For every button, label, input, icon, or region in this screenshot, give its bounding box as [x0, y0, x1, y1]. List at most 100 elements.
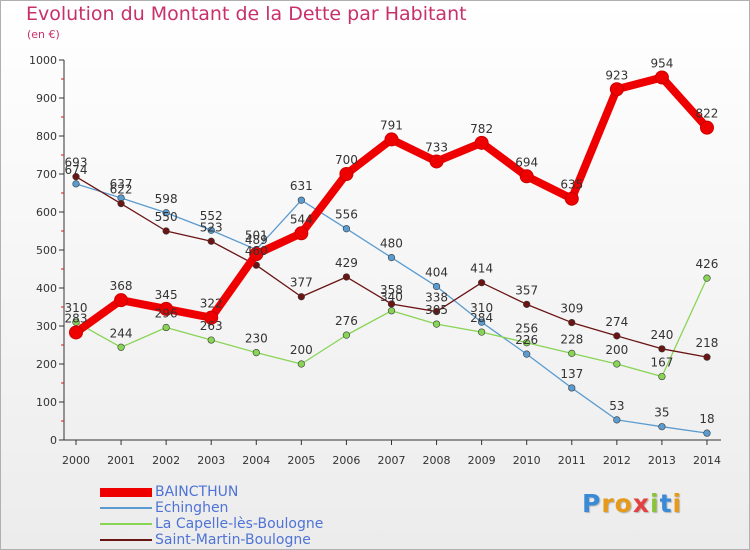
data-label-saint-martin-boulogne-2002: 550 [155, 210, 178, 224]
data-label-saint-martin-boulogne-2004: 460 [245, 244, 268, 258]
legend-item-baincthun: BAINCTHUN [100, 484, 323, 500]
chart-series [69, 70, 714, 437]
data-label-la-capelle-l-s-boulogne-2000: 310 [65, 301, 88, 315]
x-tick-label-2014: 2014 [693, 454, 721, 467]
logo-letter: x [632, 489, 650, 518]
data-label-baincthun-2006: 700 [335, 153, 358, 167]
legend-label-saint-martin-boulogne: Saint-Martin-Boulogne [155, 532, 311, 548]
legend-swatch-baincthun [100, 487, 152, 497]
data-label-echinghen-2001: 637 [110, 177, 133, 191]
data-label-saint-martin-boulogne-2009: 414 [470, 262, 493, 276]
logo-letter: i [650, 489, 660, 518]
data-label-echinghen-2002: 598 [155, 192, 178, 206]
data-label-baincthun-2012: 923 [605, 68, 628, 82]
chart-legend: BAINCTHUN Echinghen La Capelle-lès-Boulogn… [100, 484, 323, 548]
data-point-saint-martin-boulogne-2007 [387, 300, 396, 308]
legend-label-baincthun: BAINCTHUN [155, 484, 239, 500]
data-label-baincthun-2014: 822 [696, 107, 719, 121]
logo-letter: r [601, 489, 615, 518]
data-point-saint-martin-boulogne-2011 [568, 318, 576, 327]
x-tick-label-2001: 2001 [107, 454, 135, 467]
data-point-echinghen-2008 [432, 282, 441, 291]
data-label-la-capelle-l-s-boulogne-2004: 230 [245, 332, 268, 346]
data-point-la-capelle-l-s-boulogne-2006 [342, 331, 351, 339]
y-tick-label-0: 0 [50, 434, 57, 447]
proxiti-logo: Proxiti [582, 489, 682, 518]
data-point-baincthun-2002 [159, 301, 174, 316]
logo-letter: P [582, 489, 602, 518]
data-label-saint-martin-boulogne-2010: 357 [515, 283, 538, 297]
data-label-echinghen-2014: 18 [699, 412, 714, 426]
data-label-la-capelle-l-s-boulogne-2014: 426 [696, 257, 719, 271]
y-tick-label-800: 800 [36, 130, 57, 143]
logo-letter: o [614, 489, 633, 518]
data-point-la-capelle-l-s-boulogne-2014 [703, 274, 711, 282]
data-label-la-capelle-l-s-boulogne-2007: 340 [380, 290, 403, 304]
data-point-la-capelle-l-s-boulogne-2003 [207, 336, 215, 344]
data-point-saint-martin-boulogne-2000 [72, 173, 80, 181]
data-point-saint-martin-boulogne-2008 [432, 307, 441, 316]
data-point-echinghen-2011 [568, 384, 576, 392]
data-label-la-capelle-l-s-boulogne-2001: 244 [110, 326, 133, 340]
data-label-echinghen-2011: 137 [560, 367, 583, 381]
data-label-saint-martin-boulogne-2012: 274 [605, 315, 628, 329]
data-point-baincthun-2011 [564, 191, 579, 206]
x-tick-label-2007: 2007 [377, 454, 405, 467]
data-label-baincthun-2007: 791 [380, 118, 403, 132]
data-label-baincthun-2005: 544 [290, 212, 313, 226]
data-point-baincthun-2008 [429, 154, 444, 169]
data-label-saint-martin-boulogne-2005: 377 [290, 276, 313, 290]
data-label-la-capelle-l-s-boulogne-2010: 256 [515, 322, 538, 336]
data-point-baincthun-2012 [609, 82, 624, 97]
data-point-echinghen-2005 [297, 196, 305, 204]
data-point-baincthun-2000 [69, 325, 83, 340]
data-point-la-capelle-l-s-boulogne-2002 [162, 323, 170, 332]
data-point-saint-martin-boulogne-2010 [523, 300, 531, 308]
data-point-baincthun-2010 [519, 169, 534, 184]
data-point-la-capelle-l-s-boulogne-2004 [252, 349, 260, 357]
data-point-saint-martin-boulogne-2002 [162, 227, 170, 235]
data-point-saint-martin-boulogne-2003 [207, 237, 215, 245]
legend-label-echinghen: Echinghen [155, 500, 229, 516]
data-label-la-capelle-l-s-boulogne-2003: 263 [200, 319, 223, 333]
data-label-saint-martin-boulogne-2006: 429 [335, 256, 358, 270]
x-tick-label-2012: 2012 [603, 454, 631, 467]
data-point-baincthun-2005 [294, 226, 309, 241]
data-point-echinghen-2000 [72, 180, 80, 188]
data-point-la-capelle-l-s-boulogne-2009 [478, 328, 486, 336]
legend-swatch-saint-martin-boulogne [100, 539, 152, 541]
legend-item-echinghen: Echinghen [100, 500, 323, 516]
data-label-echinghen-2008: 404 [425, 265, 448, 279]
data-label-la-capelle-l-s-boulogne-2012: 200 [605, 343, 628, 357]
x-tick-label-2009: 2009 [468, 454, 496, 467]
data-point-echinghen-2007 [387, 254, 396, 262]
data-point-baincthun-2006 [339, 167, 354, 181]
data-point-baincthun-2001 [114, 293, 129, 308]
data-point-saint-martin-boulogne-2014 [703, 353, 711, 361]
data-label-saint-martin-boulogne-2011: 309 [560, 302, 583, 316]
data-label-echinghen-2005: 631 [290, 179, 313, 193]
legend-swatch-la-capelle-l-s-boulogne [100, 523, 152, 525]
data-label-baincthun-2000: 283 [65, 311, 88, 325]
data-point-saint-martin-boulogne-2009 [478, 279, 486, 287]
data-point-la-capelle-l-s-boulogne-2011 [568, 349, 576, 357]
data-point-saint-martin-boulogne-2013 [658, 345, 666, 353]
legend-item-la-capelle-l-s-boulogne: La Capelle-lès-Boulogne [100, 516, 323, 532]
legend-swatch-echinghen [100, 507, 152, 509]
y-tick-label-400: 400 [36, 282, 57, 295]
data-label-baincthun-2013: 954 [650, 56, 673, 70]
x-tick-label-2006: 2006 [332, 454, 360, 467]
data-point-la-capelle-l-s-boulogne-2013 [658, 372, 666, 381]
data-point-la-capelle-l-s-boulogne-2007 [387, 307, 396, 315]
data-label-echinghen-2009: 310 [470, 301, 493, 315]
data-label-la-capelle-l-s-boulogne-2011: 228 [560, 332, 583, 346]
legend-item-saint-martin-boulogne: Saint-Martin-Boulogne [100, 532, 323, 548]
data-point-saint-martin-boulogne-2005 [297, 293, 305, 301]
data-label-baincthun-2008: 733 [425, 140, 448, 154]
data-label-baincthun-2011: 635 [560, 178, 583, 192]
data-label-baincthun-2002: 345 [155, 288, 178, 302]
chart-subtitle: (en €) [27, 28, 60, 41]
